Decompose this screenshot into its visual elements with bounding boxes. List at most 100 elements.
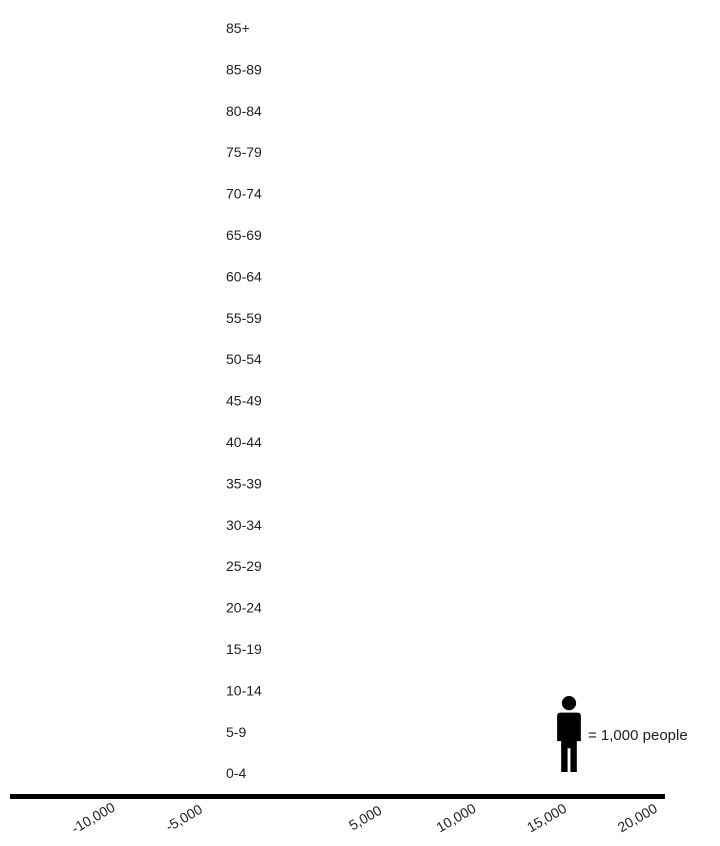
person-icon xyxy=(477,133,482,174)
x-tick-label: -10,000 xyxy=(69,799,118,837)
person-icon xyxy=(368,9,382,49)
person-icon xyxy=(423,630,436,670)
person-icon xyxy=(350,174,364,215)
person-icon xyxy=(368,133,382,174)
person-icon xyxy=(73,547,87,588)
person-icon xyxy=(278,671,291,712)
person-icon xyxy=(278,630,291,670)
person-icon xyxy=(296,298,309,339)
person-icon xyxy=(477,630,490,670)
person-icon xyxy=(332,50,345,91)
bar-50-54 xyxy=(182,340,195,381)
person-icon xyxy=(368,381,382,422)
category-label-60-64: 60-64 xyxy=(226,268,262,284)
person-icon xyxy=(332,174,345,215)
person-icon xyxy=(441,133,454,174)
person-icon xyxy=(386,9,400,49)
person-icon xyxy=(423,423,436,463)
person-icon xyxy=(386,216,400,256)
bar-10-14 xyxy=(278,671,430,712)
person-icon xyxy=(386,630,400,670)
category-label-65-69: 65-69 xyxy=(226,227,262,243)
person-icon xyxy=(278,588,291,629)
person-icon xyxy=(109,505,123,546)
category-label-70-74: 70-74 xyxy=(226,186,262,202)
person-icon xyxy=(164,547,177,588)
person-icon xyxy=(622,216,627,256)
person-icon xyxy=(296,257,309,298)
person-icon xyxy=(314,50,327,91)
x-tick-label: 5,000 xyxy=(346,802,385,833)
person-icon xyxy=(404,91,418,132)
person-icon xyxy=(459,423,472,463)
person-icon xyxy=(386,133,400,174)
person-icon xyxy=(477,91,490,132)
category-label-40-44: 40-44 xyxy=(226,434,262,450)
person-icon xyxy=(128,547,141,588)
person-icon xyxy=(182,505,195,546)
bar-15-19 xyxy=(278,630,553,670)
person-icon xyxy=(404,133,418,174)
category-labels: 85+ 85-89 80-84 75-79 70-74 65-69 60-64 55-59 50… xyxy=(226,20,262,781)
person-icon xyxy=(350,133,364,174)
person-icon xyxy=(296,133,309,174)
person-icon xyxy=(368,50,382,91)
person-icon xyxy=(188,464,195,505)
person-icon xyxy=(314,257,327,298)
person-icon xyxy=(350,257,364,298)
person-icon xyxy=(513,216,526,256)
person-icon xyxy=(332,381,345,422)
category-label-20-24: 20-24 xyxy=(226,600,262,616)
person-icon xyxy=(604,216,617,256)
person-icon xyxy=(314,216,327,256)
person-icon xyxy=(314,9,327,49)
person-icon xyxy=(495,630,508,670)
person-icon xyxy=(404,174,411,215)
person-icon xyxy=(459,91,472,132)
person-icon xyxy=(423,671,430,712)
person-icon xyxy=(350,9,364,49)
legend-person-icon xyxy=(557,696,581,772)
x-tick-label: 15,000 xyxy=(524,800,569,835)
person-icon xyxy=(350,423,364,463)
person-icon xyxy=(278,298,291,339)
category-label-0-4: 0-4 xyxy=(226,765,246,781)
bar-65-69 xyxy=(278,216,627,256)
person-icon xyxy=(404,50,411,91)
person-icon xyxy=(350,91,364,132)
person-icon xyxy=(296,216,309,256)
person-icon xyxy=(549,216,563,256)
person-icon xyxy=(423,133,436,174)
person-icon xyxy=(423,216,436,256)
bar-5-9 xyxy=(182,712,195,753)
person-icon xyxy=(296,381,309,422)
person-icon xyxy=(368,257,382,298)
bar-75-79 xyxy=(278,133,482,174)
person-icon xyxy=(459,630,472,670)
x-tick-label: 20,000 xyxy=(615,800,660,835)
category-label-25-29: 25-29 xyxy=(226,558,262,574)
person-icon xyxy=(278,174,291,215)
person-icon xyxy=(128,505,141,546)
person-icon xyxy=(182,547,195,588)
category-label-5-9: 5-9 xyxy=(226,724,246,740)
person-icon xyxy=(513,257,526,298)
person-icon xyxy=(531,630,545,670)
person-icon xyxy=(477,257,490,298)
person-icon xyxy=(332,423,345,463)
person-icon xyxy=(386,91,400,132)
person-icon xyxy=(386,174,400,215)
person-icon xyxy=(386,50,400,91)
person-icon xyxy=(314,91,327,132)
person-icon xyxy=(495,216,508,256)
person-icon xyxy=(332,91,345,132)
person-icon xyxy=(182,754,195,795)
person-icon xyxy=(296,588,309,629)
person-icon xyxy=(459,257,472,298)
person-icon xyxy=(531,257,544,298)
person-icon xyxy=(296,671,309,712)
person-icon xyxy=(278,9,291,49)
person-icon xyxy=(314,423,327,463)
category-label-45-49: 45-49 xyxy=(226,393,262,409)
person-icon xyxy=(332,9,345,49)
